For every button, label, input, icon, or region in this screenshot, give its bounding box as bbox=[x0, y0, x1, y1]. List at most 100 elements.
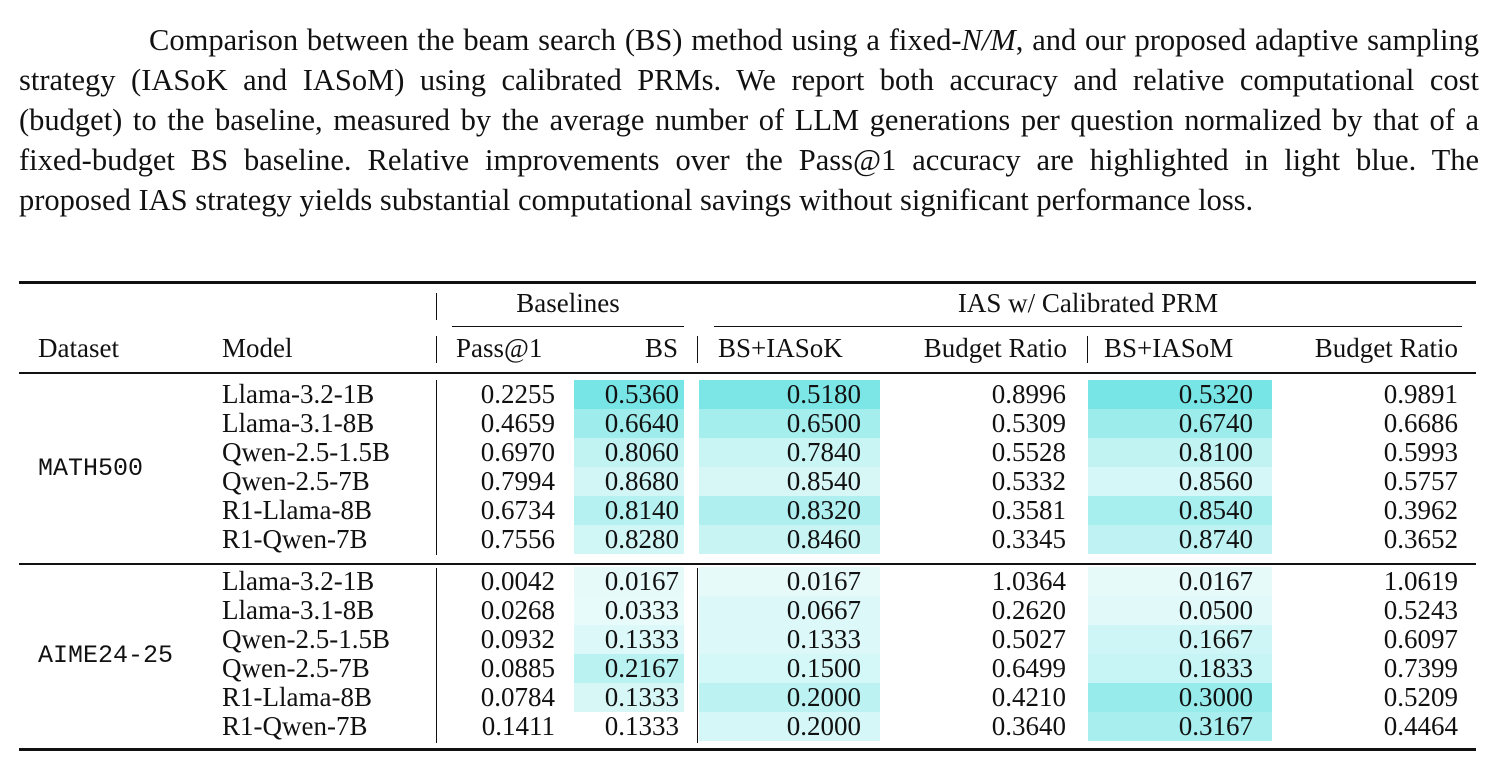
cell-bsk: 0.6500 bbox=[786, 408, 861, 438]
cell-bs: 0.6640 bbox=[604, 408, 679, 438]
improvement-highlight bbox=[1088, 625, 1272, 654]
model-name: R1-Llama-8B bbox=[222, 495, 372, 525]
baselines-cmidrule bbox=[452, 326, 684, 327]
cell-rk: 0.5027 bbox=[991, 624, 1066, 654]
improvement-highlight bbox=[1088, 380, 1272, 409]
cell-rm: 0.3962 bbox=[1383, 495, 1458, 525]
cell-bsk: 0.1500 bbox=[786, 653, 861, 683]
cell-bsk: 0.2000 bbox=[786, 682, 861, 712]
improvement-highlight bbox=[574, 438, 684, 467]
cell-rm: 0.7399 bbox=[1383, 653, 1458, 683]
improvement-highlight bbox=[574, 467, 684, 496]
col-header-budget-ratio-m: Budget Ratio bbox=[1314, 333, 1458, 363]
improvement-highlight bbox=[699, 712, 880, 741]
cell-rm: 0.5993 bbox=[1383, 437, 1458, 467]
cell-bsk: 0.0667 bbox=[786, 595, 861, 625]
cell-bs: 0.0167 bbox=[604, 566, 679, 596]
improvement-highlight bbox=[699, 567, 880, 596]
cell-rk: 0.3581 bbox=[991, 495, 1066, 525]
cell-rm: 0.3652 bbox=[1383, 524, 1458, 554]
vline-model-pass-hdr bbox=[436, 336, 437, 363]
improvement-highlight bbox=[574, 654, 684, 683]
improvement-highlight bbox=[1088, 496, 1272, 525]
model-name: R1-Qwen-7B bbox=[222, 711, 368, 741]
cell-pass1: 0.0932 bbox=[480, 624, 555, 654]
model-name: R1-Llama-8B bbox=[222, 682, 372, 712]
improvement-highlight bbox=[574, 683, 684, 712]
cell-bs: 0.5360 bbox=[604, 379, 679, 409]
cell-bs: 0.1333 bbox=[604, 682, 679, 712]
cell-bs: 0.8060 bbox=[604, 437, 679, 467]
improvement-highlight bbox=[1088, 409, 1272, 438]
dataset-label: AIME24-25 bbox=[38, 640, 174, 670]
cell-bsm: 0.8540 bbox=[1178, 495, 1253, 525]
cell-pass1: 0.7994 bbox=[480, 466, 555, 496]
dataset-label: MATH500 bbox=[38, 453, 144, 483]
section-rule bbox=[19, 563, 1476, 565]
col-header-bs: BS bbox=[644, 333, 678, 363]
cell-bsk: 0.5180 bbox=[786, 379, 861, 409]
cell-bsk: 0.8540 bbox=[786, 466, 861, 496]
cell-bsm: 0.0500 bbox=[1178, 595, 1253, 625]
cell-bsm: 0.6740 bbox=[1178, 408, 1253, 438]
cell-bsm: 0.1833 bbox=[1178, 653, 1253, 683]
model-name: Qwen-2.5-7B bbox=[222, 653, 370, 683]
bottom-rule bbox=[19, 748, 1476, 751]
cell-pass1: 0.6970 bbox=[480, 437, 555, 467]
improvement-highlight bbox=[574, 567, 684, 596]
improvement-highlight bbox=[699, 683, 880, 712]
cell-bs: 0.2167 bbox=[604, 653, 679, 683]
cell-bsk: 0.0167 bbox=[786, 566, 861, 596]
cell-rm: 0.6097 bbox=[1383, 624, 1458, 654]
model-name: Llama-3.1-8B bbox=[222, 408, 375, 438]
header-rule bbox=[19, 372, 1476, 374]
cell-rm: 0.5243 bbox=[1383, 595, 1458, 625]
cell-rk: 0.3640 bbox=[991, 711, 1066, 741]
cell-bsm: 0.1667 bbox=[1178, 624, 1253, 654]
cell-bsm: 0.8740 bbox=[1178, 524, 1253, 554]
model-name: Qwen-2.5-1.5B bbox=[222, 624, 390, 654]
col-header-dataset: Dataset bbox=[38, 333, 119, 363]
cell-rm: 0.4464 bbox=[1383, 711, 1458, 741]
cell-bsm: 0.8100 bbox=[1178, 437, 1253, 467]
cell-bsm: 0.5320 bbox=[1178, 379, 1253, 409]
cell-pass1: 0.6734 bbox=[480, 495, 555, 525]
improvement-highlight bbox=[1088, 567, 1272, 596]
improvement-highlight bbox=[1088, 596, 1272, 625]
improvement-highlight bbox=[1088, 683, 1272, 712]
model-name: Qwen-2.5-1.5B bbox=[222, 437, 390, 467]
cell-rk: 0.5309 bbox=[991, 408, 1066, 438]
group-header-baselines: Baselines bbox=[516, 288, 620, 318]
caption-math: N/M bbox=[961, 23, 1016, 57]
cell-bs: 0.8680 bbox=[604, 466, 679, 496]
vline-model-pass bbox=[436, 293, 437, 320]
cell-rk: 0.5528 bbox=[991, 437, 1066, 467]
cell-pass1: 0.2255 bbox=[480, 379, 555, 409]
cell-rm: 0.9891 bbox=[1383, 379, 1458, 409]
caption-text-before: Comparison between the beam search (BS) … bbox=[149, 23, 962, 57]
model-name: R1-Qwen-7B bbox=[222, 524, 368, 554]
col-header-budget-ratio-k: Budget Ratio bbox=[923, 333, 1067, 363]
cell-pass1: 0.4659 bbox=[480, 408, 555, 438]
col-header-bs-iasom: BS+IASoM bbox=[1104, 333, 1234, 363]
cell-bsm: 0.3167 bbox=[1178, 711, 1253, 741]
improvement-highlight bbox=[699, 380, 880, 409]
improvement-highlight bbox=[1088, 467, 1272, 496]
model-name: Llama-3.2-1B bbox=[222, 566, 375, 596]
cell-bsk: 0.2000 bbox=[786, 711, 861, 741]
improvement-highlight bbox=[1088, 654, 1272, 683]
ias-cmidrule bbox=[714, 326, 1462, 327]
model-name: Llama-3.1-8B bbox=[222, 595, 375, 625]
cell-rm: 0.6686 bbox=[1383, 408, 1458, 438]
cell-bsk: 0.7840 bbox=[786, 437, 861, 467]
improvement-highlight bbox=[699, 438, 880, 467]
cell-bs: 0.1333 bbox=[604, 711, 679, 741]
cell-rk: 0.8996 bbox=[991, 379, 1066, 409]
improvement-highlight bbox=[574, 409, 684, 438]
cell-bsm: 0.3000 bbox=[1178, 682, 1253, 712]
cell-bs: 0.8140 bbox=[604, 495, 679, 525]
improvement-highlight bbox=[574, 625, 684, 654]
improvement-highlight bbox=[574, 525, 684, 554]
improvement-highlight bbox=[574, 596, 684, 625]
improvement-highlight bbox=[1088, 712, 1272, 741]
